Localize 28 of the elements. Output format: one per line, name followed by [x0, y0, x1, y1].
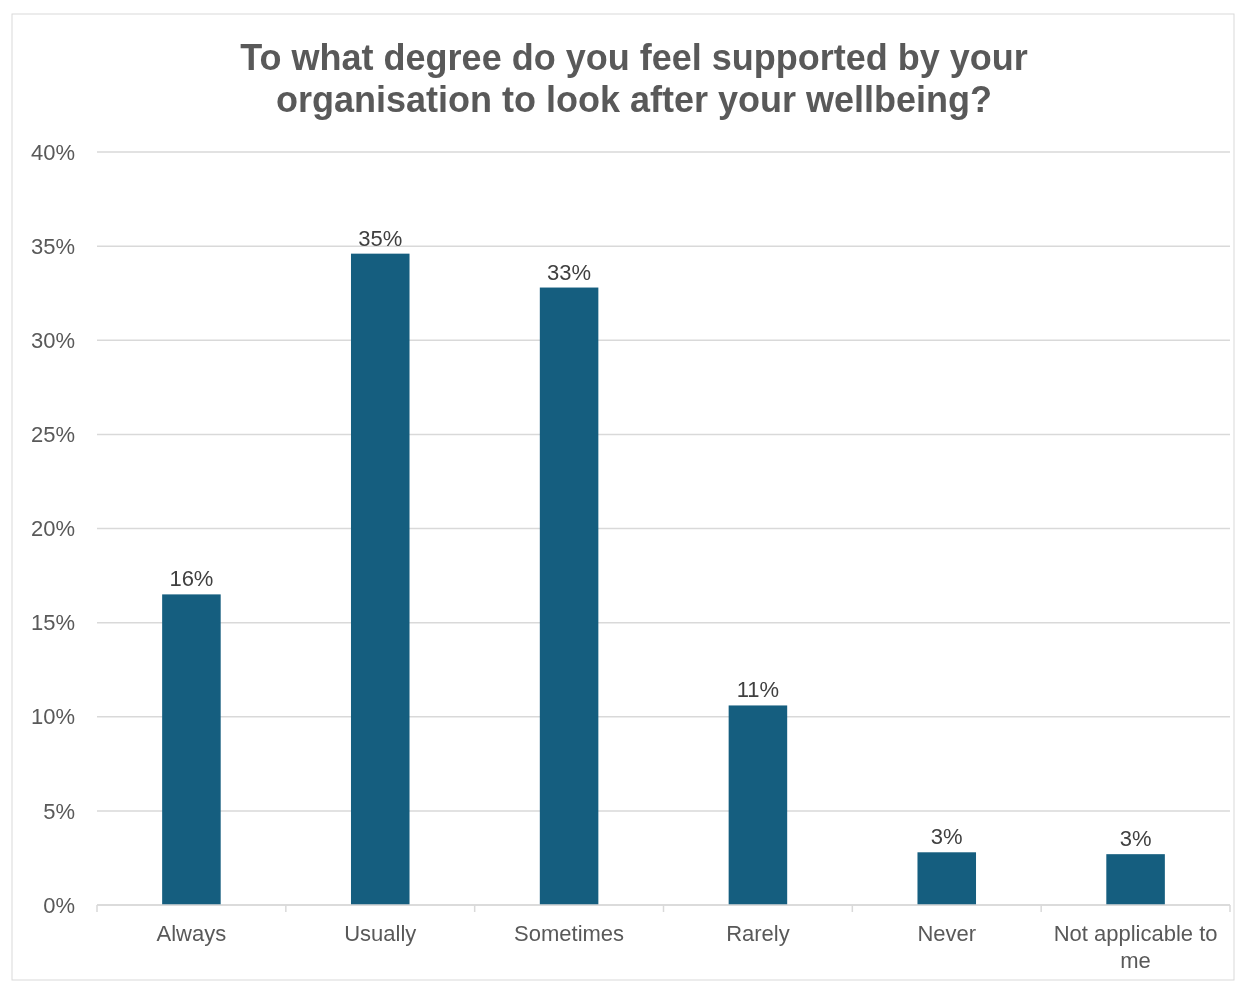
- bar: [1106, 854, 1165, 905]
- y-tick-label: 0%: [43, 892, 75, 918]
- data-label: 3%: [930, 824, 963, 850]
- x-tick-label: Never: [917, 921, 977, 946]
- chart-title: To what degree do you feel supported by your organisation to look after your wellbeing?: [240, 37, 1028, 120]
- y-tick-label: 25%: [30, 422, 75, 448]
- data-label: 3%: [1119, 826, 1152, 852]
- bar: [917, 852, 977, 905]
- y-tick-label: 35%: [30, 233, 75, 259]
- y-tick-label: 20%: [30, 516, 75, 542]
- y-tick-label: 10%: [30, 704, 75, 730]
- data-label: 33%: [547, 259, 592, 285]
- y-tick-label: 40%: [30, 139, 75, 165]
- x-tick-label: Rarely: [726, 921, 790, 946]
- data-label: 16%: [169, 566, 214, 592]
- x-tick-label: Always: [156, 921, 227, 946]
- y-tick-label: 5%: [43, 798, 75, 824]
- bar: [728, 705, 788, 905]
- x-tick-label: Sometimes: [514, 921, 625, 946]
- x-tick-label: Usually: [344, 921, 417, 946]
- x-tick-label: Not applicable to me: [1053, 921, 1218, 973]
- y-tick-label: 30%: [30, 327, 75, 353]
- bar: [350, 253, 410, 905]
- data-label: 11%: [736, 677, 780, 703]
- y-tick-label: 15%: [30, 610, 75, 636]
- data-label: 35%: [358, 225, 403, 251]
- bar: [539, 287, 599, 905]
- bar: [162, 594, 221, 905]
